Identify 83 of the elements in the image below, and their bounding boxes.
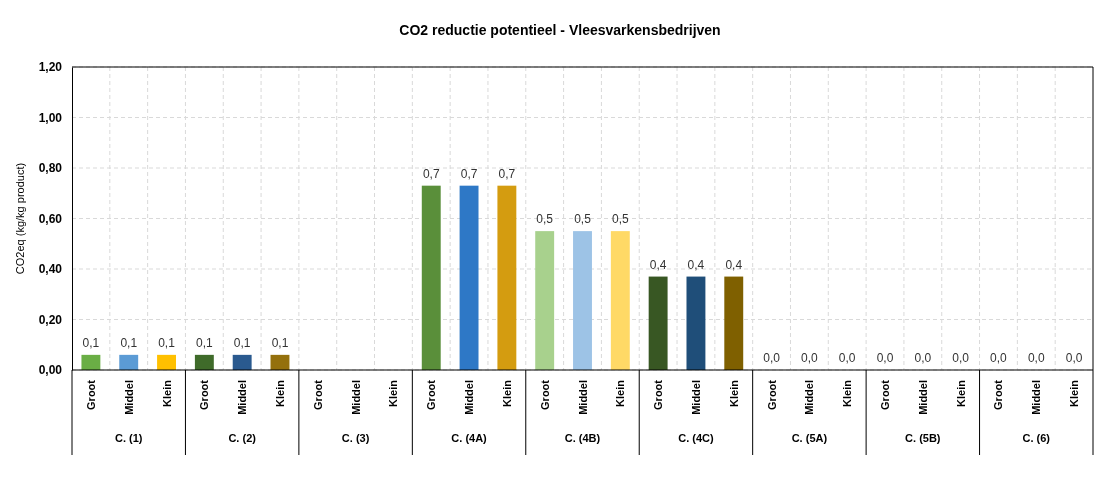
bar	[724, 276, 744, 370]
text: C. (6)	[1022, 432, 1051, 444]
x-tick-label: Groot	[765, 379, 778, 410]
y-tick-label: 1,00	[38, 110, 63, 125]
x-tick-label: Klein	[387, 379, 400, 407]
data-label: 0,7	[422, 166, 440, 181]
bar	[119, 354, 139, 370]
data-label: 0,1	[120, 335, 138, 350]
x-tick-label: Middel	[236, 380, 249, 415]
x-tick-label: Middel	[349, 380, 362, 415]
bar	[648, 276, 668, 370]
data-label: 0,1	[158, 335, 176, 350]
y-tick-label: 0,40	[38, 262, 63, 277]
text: C. (2)	[228, 432, 257, 444]
x-tick-label: Groot	[652, 379, 665, 410]
text: C. (4C)	[678, 432, 714, 444]
data-label: 0,1	[82, 335, 100, 350]
x-tick-label: Middel	[916, 380, 929, 415]
text: C. (4B)	[564, 432, 601, 444]
bar	[610, 231, 630, 370]
x-tick-label: Groot	[538, 379, 551, 410]
chart-title: CO2 reductie potentieel - Vleesvarkensbedrijven	[399, 22, 721, 38]
x-tick-label: Klein	[160, 379, 173, 407]
data-label: 0,1	[233, 335, 251, 350]
y-tick-label: 1,20	[38, 60, 63, 75]
y-axis-title: CO2eq (kg/kg product)	[14, 162, 26, 275]
text: C. (5B)	[905, 432, 941, 444]
text: C. (4A)	[451, 432, 488, 444]
bar	[497, 185, 517, 370]
y-tick-label: 0,60	[38, 211, 63, 226]
x-tick-label: Middel	[1030, 380, 1043, 415]
x-tick-label: Groot	[311, 379, 324, 410]
bar	[573, 231, 592, 370]
data-label: 0,5	[536, 212, 554, 227]
bar	[421, 185, 441, 370]
data-label: 0,0	[1027, 351, 1045, 365]
data-label: 0,0	[763, 351, 781, 365]
x-tick-label: Klein	[841, 379, 854, 407]
bar	[81, 354, 101, 370]
bar	[232, 354, 252, 370]
bar	[686, 276, 706, 370]
x-tick-label: Groot	[992, 379, 1005, 410]
data-label: 0,5	[611, 212, 629, 227]
data-label: 0,0	[1065, 351, 1083, 365]
data-label: 0,5	[574, 212, 592, 227]
data-label: 0,1	[271, 335, 289, 350]
data-label: 0,0	[838, 351, 856, 365]
data-label: 0,0	[801, 351, 819, 365]
data-label: 0,0	[914, 351, 932, 365]
data-label: 0,7	[498, 166, 516, 181]
data-label: 0,1	[196, 335, 214, 350]
x-tick-label: Klein	[273, 379, 286, 407]
x-tick-label: Groot	[879, 379, 892, 410]
bar	[459, 185, 479, 370]
data-label: 0,0	[990, 351, 1008, 365]
x-tick-label: Middel	[576, 380, 589, 415]
y-tick-label: 0,80	[38, 161, 63, 176]
bar	[535, 231, 555, 370]
x-tick-label: Klein	[954, 379, 967, 407]
data-label: 0,7	[460, 166, 478, 181]
y-tick-label: 0,20	[38, 312, 63, 327]
x-tick-label: Klein	[614, 379, 627, 407]
data-label: 0,4	[687, 257, 705, 272]
x-tick-label: Groot	[84, 379, 97, 410]
y-tick-label: 0,00	[38, 363, 63, 378]
x-tick-label: Middel	[803, 380, 816, 415]
x-tick-label: Klein	[1068, 379, 1081, 407]
x-tick-label: Middel	[689, 380, 702, 415]
x-tick-label: Groot	[198, 379, 211, 410]
text: C. (1)	[114, 432, 143, 444]
text: C. (5A)	[791, 432, 828, 444]
data-label: 0,4	[649, 257, 667, 272]
data-label: 0,0	[876, 351, 894, 365]
data-label: 0,0	[952, 351, 970, 365]
x-tick-label: Klein	[500, 379, 513, 407]
data-label: 0,4	[725, 257, 743, 272]
x-tick-label: Klein	[727, 379, 740, 407]
x-tick-label: Middel	[463, 380, 476, 415]
bar	[194, 354, 214, 370]
bar	[157, 354, 176, 370]
text: C. (3)	[341, 432, 370, 444]
x-tick-label: Middel	[122, 380, 135, 415]
x-tick-label: Groot	[425, 379, 438, 410]
